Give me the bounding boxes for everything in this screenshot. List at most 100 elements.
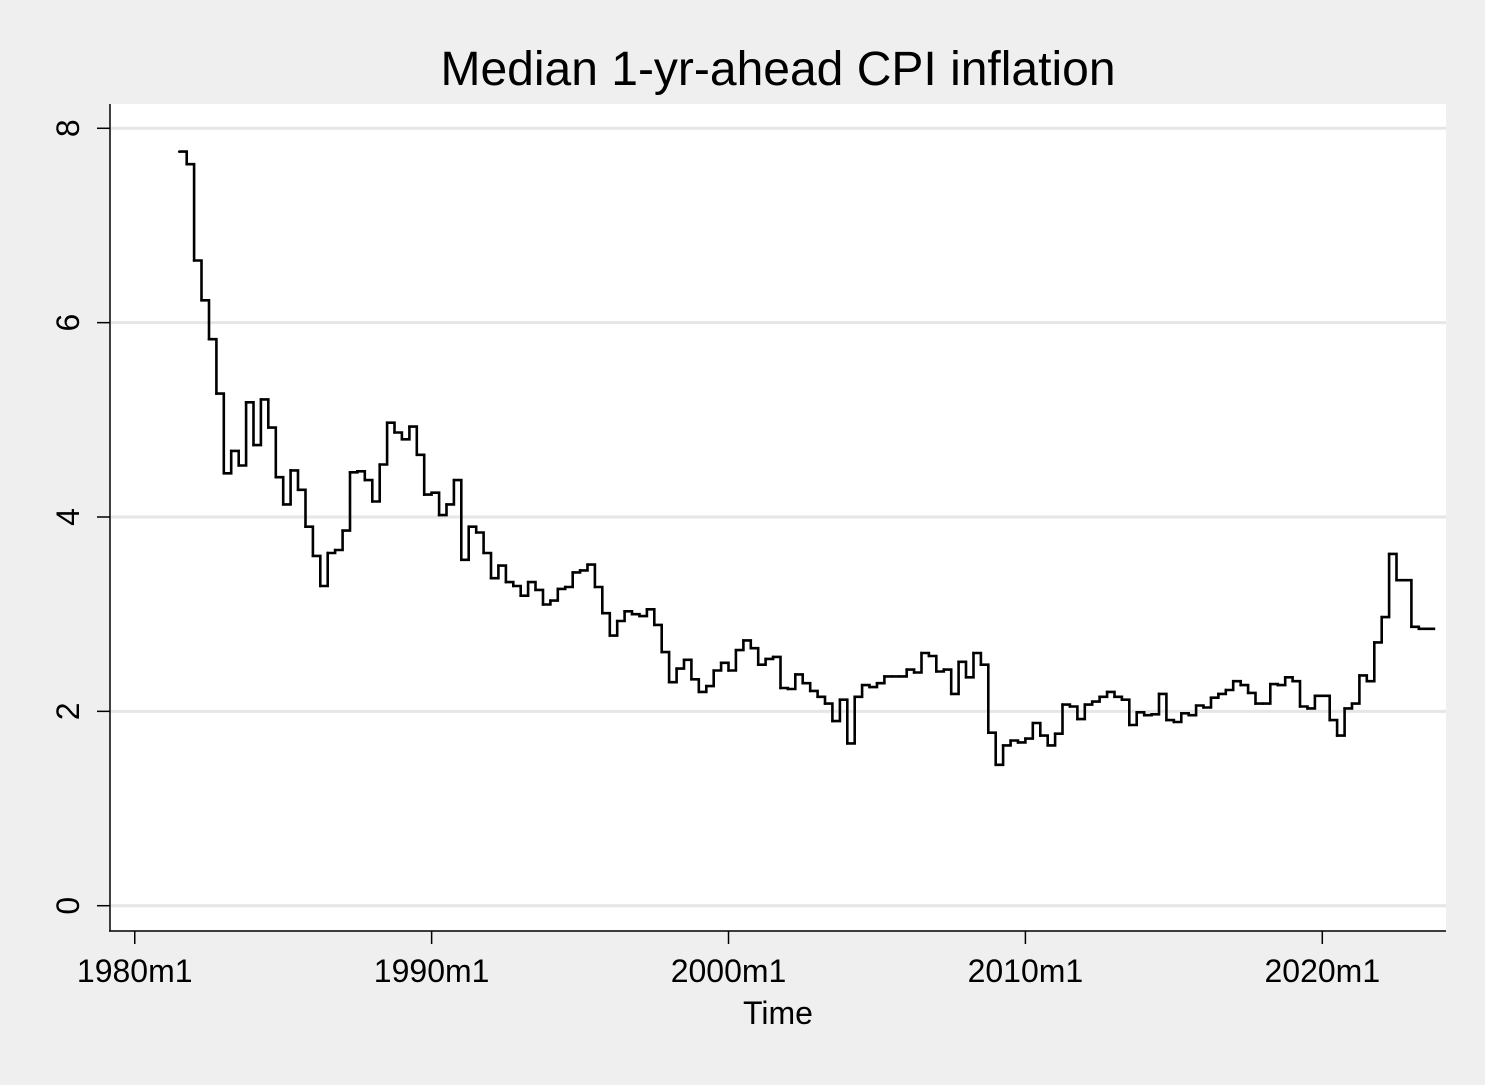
data-point	[816, 695, 819, 699]
data-point	[1291, 679, 1294, 683]
data-point	[1120, 698, 1124, 701]
data-point	[1031, 721, 1035, 725]
y-tick-label: 0	[50, 897, 86, 915]
data-point	[1283, 676, 1287, 679]
data-point	[883, 675, 886, 678]
data-point	[348, 470, 352, 474]
data-point	[1239, 683, 1242, 687]
data-point	[393, 431, 396, 434]
y-tick-label: 6	[50, 314, 86, 332]
data-point	[1320, 694, 1324, 698]
data-point	[378, 463, 381, 466]
data-point	[1179, 711, 1183, 715]
data-point	[615, 619, 619, 623]
data-point	[942, 668, 946, 671]
data-point	[1261, 702, 1265, 705]
data-point	[749, 646, 753, 650]
data-point	[504, 580, 508, 584]
data-point	[986, 731, 990, 735]
data-point	[1372, 641, 1376, 644]
data-point	[1113, 695, 1116, 699]
data-point	[1246, 691, 1250, 695]
data-point	[845, 742, 849, 745]
data-point	[1194, 704, 1198, 707]
data-point	[1068, 705, 1072, 708]
data-point	[571, 571, 574, 574]
data-point	[756, 663, 760, 667]
data-point	[244, 401, 248, 404]
data-point	[400, 437, 404, 441]
data-point	[1365, 679, 1369, 683]
data-point	[207, 337, 211, 341]
data-point	[526, 580, 530, 584]
data-point	[593, 585, 597, 589]
data-point	[229, 449, 233, 453]
data-point	[949, 692, 953, 696]
data-point	[215, 392, 218, 395]
data-point	[422, 493, 426, 496]
data-point	[1224, 688, 1228, 692]
data-point	[497, 564, 500, 567]
data-point	[482, 551, 485, 555]
data-point	[1395, 578, 1398, 582]
data-point	[979, 663, 983, 667]
data-point	[912, 671, 916, 674]
data-point	[690, 677, 693, 681]
data-point	[430, 491, 433, 495]
data-point	[415, 453, 419, 457]
data-point	[667, 680, 671, 684]
data-point	[519, 594, 522, 598]
data-point	[1424, 627, 1428, 631]
data-point	[704, 684, 708, 688]
x-tick-label: 2020m1	[1264, 953, 1380, 989]
data-point	[541, 603, 545, 606]
data-point	[534, 588, 537, 592]
data-point	[1024, 737, 1027, 740]
data-point	[192, 259, 196, 262]
data-point	[831, 719, 834, 723]
data-point	[764, 657, 767, 661]
data-point	[1046, 744, 1049, 747]
data-point	[608, 634, 612, 637]
y-tick-label: 2	[50, 702, 86, 720]
series-line	[179, 150, 1436, 767]
data-point	[1276, 683, 1280, 687]
data-point	[556, 587, 560, 591]
data-point	[296, 488, 300, 492]
data-point	[1001, 744, 1005, 747]
data-point	[1298, 705, 1302, 708]
data-point	[712, 669, 715, 672]
data-point	[868, 685, 871, 689]
data-point	[1254, 702, 1257, 705]
data-point	[289, 469, 292, 472]
x-axis-ticks: 1980m1 1990m1 2000m1 2010m1 2020m1	[77, 931, 1380, 989]
x-tick-label: 1990m1	[374, 953, 490, 989]
data-point	[1105, 690, 1109, 694]
data-point	[927, 654, 931, 658]
data-point	[452, 478, 456, 482]
x-tick-label: 1980m1	[77, 953, 193, 989]
data-point	[742, 639, 745, 642]
data-point	[935, 670, 938, 673]
data-point	[994, 763, 998, 767]
data-point	[259, 398, 263, 401]
data-point	[801, 681, 805, 685]
data-point	[786, 687, 790, 691]
data-point	[1135, 711, 1139, 714]
data-point	[363, 478, 367, 482]
data-point	[1410, 625, 1413, 629]
y-tick-label: 8	[50, 119, 86, 137]
data-point	[1328, 718, 1332, 722]
data-point	[489, 576, 493, 580]
data-point	[808, 689, 812, 693]
data-point	[222, 471, 226, 475]
data-point	[860, 683, 864, 687]
data-point	[445, 503, 448, 506]
data-point	[697, 690, 701, 694]
data-point	[1098, 695, 1101, 699]
data-point	[549, 599, 552, 602]
data-point	[1350, 702, 1354, 705]
data-point	[1202, 706, 1205, 709]
series-layer	[177, 150, 1436, 767]
data-point	[563, 585, 567, 589]
